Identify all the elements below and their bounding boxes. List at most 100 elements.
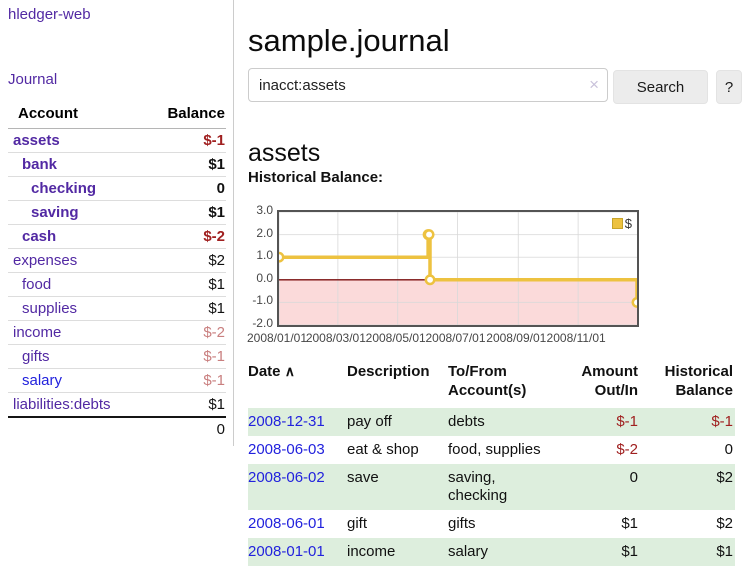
account-balance: $2: [146, 248, 226, 273]
accounts-table: Account Balance assets $-1 bank $1 checking 0…: [8, 102, 226, 441]
col-description: Description: [347, 363, 430, 380]
transaction-description: pay off: [347, 408, 448, 436]
transaction-balance: $-1: [640, 408, 735, 436]
account-balance: 0: [146, 176, 226, 201]
account-row: assets $-1: [8, 128, 226, 153]
account-link[interactable]: cash: [22, 228, 57, 245]
transaction-accounts: salary: [448, 538, 558, 566]
account-link[interactable]: bank: [22, 156, 58, 173]
accounts-col-balance: Balance: [146, 102, 226, 129]
account-link[interactable]: salary: [22, 372, 63, 389]
account-link[interactable]: income: [13, 324, 62, 341]
account-balance: $1: [146, 272, 226, 297]
x-tick-label: 2008/03/01: [305, 331, 366, 345]
account-balance: $1: [146, 296, 226, 321]
register-row: 2008-01-01 income salary $1 $1: [248, 538, 735, 566]
page-title: sample.journal: [248, 22, 450, 58]
y-tick-label: -1.0: [252, 293, 273, 308]
account-link[interactable]: saving: [31, 204, 79, 221]
search-button[interactable]: Search: [613, 70, 708, 104]
transaction-balance: $2: [716, 515, 733, 532]
sort-asc-icon: ∧: [284, 363, 295, 379]
register-tbody: 2008-12-31 pay off debts $-1 $-1 2008-06-03 ea…: [248, 408, 735, 566]
transaction-accounts: food, supplies: [448, 441, 541, 458]
accounts-tbody: assets $-1 bank $1 checking 0 saving $1 cash $-2 e…: [8, 128, 226, 441]
account-balance: $-2: [146, 320, 226, 345]
account-link[interactable]: food: [22, 276, 52, 293]
y-tick-label: -2.0: [252, 316, 273, 330]
search-input[interactable]: [248, 68, 608, 102]
account-balance: $-1: [146, 128, 226, 153]
transaction-balance: $1: [640, 538, 735, 566]
clear-search-icon[interactable]: ×: [589, 75, 599, 94]
transaction-date-link[interactable]: 2008-01-01: [248, 543, 325, 560]
account-row: salary $-1: [8, 368, 226, 393]
app-title-link[interactable]: hledger-web: [8, 6, 91, 23]
transaction-accounts: debts: [448, 408, 558, 436]
chart-canvas: [279, 212, 637, 325]
x-tick-label: 2008/07/01: [425, 331, 486, 345]
chart-legend: $: [611, 216, 632, 231]
transaction-date-link[interactable]: 2008-12-31: [248, 413, 325, 430]
register-row: 2008-06-01 gift gifts $1 $2: [248, 510, 735, 538]
account-row: supplies $1: [8, 296, 226, 321]
transaction-amount: $1: [558, 538, 640, 566]
accounts-header-row: Account Balance: [8, 102, 226, 129]
transaction-description: income: [347, 538, 448, 566]
account-link[interactable]: expenses: [13, 252, 78, 269]
sidebar-item-journal[interactable]: Journal: [8, 71, 58, 88]
account-link[interactable]: supplies: [22, 300, 78, 317]
sidebar-divider: [233, 0, 234, 446]
transaction-amount: $-1: [558, 408, 640, 436]
register-table: Date ∧ Description To/From Account(s) Amo…: [248, 358, 735, 566]
account-balance: $-1: [146, 368, 226, 393]
legend-swatch-icon: [611, 218, 623, 229]
account-link[interactable]: checking: [31, 180, 97, 197]
transaction-description: save: [347, 464, 448, 510]
account-link[interactable]: assets: [13, 132, 60, 149]
account-row: saving $1: [8, 200, 226, 225]
account-row: income $-2: [8, 320, 226, 345]
col-amount: Amount Out/In: [581, 363, 638, 399]
transaction-description: gift: [347, 515, 368, 532]
y-tick-label: 2.0: [256, 225, 273, 240]
col-date-label: Date: [248, 363, 281, 380]
transaction-date-link[interactable]: 2008-06-01: [248, 515, 325, 532]
historical-balance-chart: $ 3.0 2.0 1.0 0.0 -1.0 -2.0 2008/01/01 2008/03…: [247, 203, 742, 348]
account-row: liabilities:debts $1: [8, 392, 226, 418]
transaction-accounts: gifts: [448, 515, 476, 532]
y-tick-label: 0.0: [256, 270, 273, 285]
account-balance: $-2: [146, 224, 226, 249]
chart-plot-area: $: [277, 210, 639, 327]
chart-heading: Historical Balance:: [248, 169, 384, 186]
account-balance: $1: [146, 152, 226, 177]
legend-label: $: [624, 216, 632, 231]
account-balance: $1: [146, 200, 226, 225]
x-tick-label: 2008/05/01: [365, 331, 426, 345]
register-header-row: Date ∧ Description To/From Account(s) Amo…: [248, 358, 735, 408]
transaction-amount: $1: [621, 515, 638, 532]
transaction-date-link[interactable]: 2008-06-03: [248, 441, 325, 458]
account-row: checking 0: [8, 176, 226, 201]
account-row: cash $-2: [8, 224, 226, 249]
transaction-accounts: saving, checking: [448, 464, 558, 510]
account-row: food $1: [8, 272, 226, 297]
search-box: ×: [248, 68, 608, 102]
transaction-balance: 0: [724, 441, 733, 458]
x-tick-label: 2008/01/01: [246, 331, 308, 345]
account-link[interactable]: liabilities:debts: [13, 396, 111, 413]
accounts-total-row: 0: [8, 416, 226, 441]
account-link[interactable]: gifts: [22, 348, 50, 365]
account-balance: $1: [146, 392, 226, 418]
x-tick-label: 2008/09/01: [486, 331, 547, 345]
transaction-date-link[interactable]: 2008-06-02: [248, 469, 325, 486]
account-balance: $-1: [146, 344, 226, 369]
x-tick-label: 2008/11/01: [546, 331, 606, 345]
account-heading: assets: [248, 138, 321, 167]
y-tick-label: 3.0: [256, 203, 273, 217]
register-row: 2008-06-02 save saving, checking 0 $2: [248, 464, 735, 510]
help-button[interactable]: ?: [716, 70, 742, 104]
col-date-sort[interactable]: Date ∧: [248, 358, 347, 408]
register-row: 2008-06-03 eat & shop food, supplies $-2 0: [248, 436, 735, 464]
